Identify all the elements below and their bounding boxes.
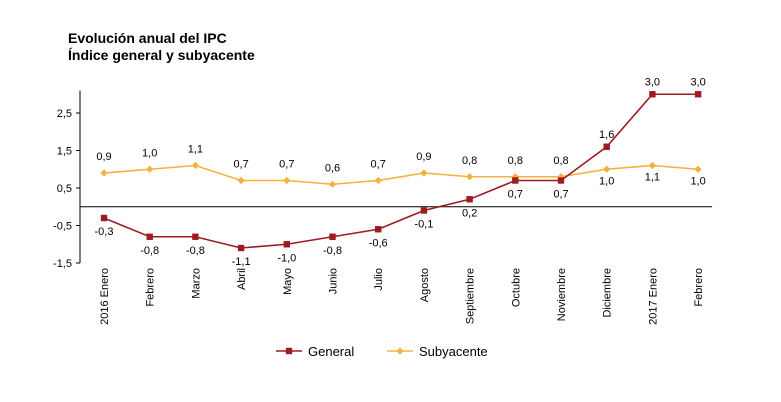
general-data-label: 3,0 — [690, 76, 705, 88]
general-data-label: -0,8 — [323, 245, 342, 257]
subyacente-data-label: 0,9 — [96, 151, 111, 163]
x-category-label: Agosto — [419, 268, 431, 302]
subyacente-data-label: 0,6 — [325, 162, 340, 174]
y-tick-label: 2,5 — [57, 108, 72, 120]
subyacente-line — [103, 164, 699, 186]
y-tick-label: -1,5 — [53, 258, 72, 270]
subyacente-point — [100, 169, 108, 177]
subyacente-data-label: 1,1 — [188, 144, 203, 156]
subyacente-data-label: 0,8 — [462, 155, 477, 167]
general-data-label: -0,1 — [414, 219, 433, 231]
subyacente-data-label: 0,8 — [508, 155, 523, 167]
x-category-label: Febrero — [145, 268, 157, 307]
y-tick-label: -0,5 — [53, 221, 72, 233]
general-point — [649, 91, 656, 98]
x-category-label: Noviembre — [556, 268, 568, 321]
general-data-label: 1,6 — [599, 129, 614, 141]
subyacente-point — [237, 176, 245, 185]
subyacente-point — [466, 173, 474, 181]
x-category-label: Octubre — [510, 268, 522, 307]
subyacente-data-label: 0,9 — [416, 151, 431, 163]
general-point — [512, 177, 519, 184]
chart-title: Evolución anual del IPC — [68, 30, 227, 46]
general-data-label: -0,8 — [186, 245, 205, 257]
general-point — [237, 244, 245, 252]
y-tick-label: 0,5 — [57, 183, 72, 195]
general-point — [603, 143, 610, 150]
subyacente-data-label: 0,7 — [371, 159, 386, 171]
x-category-label: Junio — [328, 268, 340, 294]
subyacente-point — [603, 165, 611, 173]
general-data-label: -1,1 — [232, 256, 251, 268]
general-point — [146, 233, 153, 240]
chart-subtitle: Índice general y subyacente — [68, 47, 255, 63]
general-line — [103, 93, 699, 249]
general-data-label: -0,6 — [369, 237, 388, 249]
legend-subyacente-marker — [396, 347, 404, 355]
subyacente-data-label: 1,0 — [690, 175, 705, 187]
general-point — [100, 214, 108, 222]
x-category-label: Abril — [236, 268, 248, 290]
legend-subyacente-label: Subyacente — [419, 344, 488, 359]
x-category-label: Diciembre — [602, 268, 614, 318]
general-point — [375, 226, 382, 233]
general-point — [283, 241, 290, 248]
subyacente-point — [420, 169, 428, 177]
legend-general-label: General — [308, 344, 354, 359]
subyacente-data-label: 0,7 — [233, 159, 248, 171]
general-data-label: 3,0 — [645, 76, 660, 88]
x-category-label: Marzo — [190, 268, 202, 299]
general-data-label: -0,3 — [95, 226, 114, 238]
subyacente-data-label: 1,0 — [599, 175, 614, 187]
general-point — [420, 207, 428, 214]
subyacente-point — [328, 180, 337, 188]
x-category-label: Julio — [373, 268, 385, 291]
subyacente-point — [283, 176, 291, 185]
subyacente-data-label: 1,0 — [142, 147, 157, 159]
x-category-label: Mayo — [282, 268, 294, 295]
general-data-label: 0,2 — [462, 207, 477, 219]
legend-general-marker — [285, 347, 293, 355]
general-point — [192, 233, 199, 240]
subyacente-data-label: 0,8 — [553, 155, 568, 167]
subyacente-point — [146, 165, 154, 173]
y-tick-label: 1,5 — [57, 146, 72, 158]
x-category-label: 2016 Enero — [99, 268, 111, 325]
x-category-label: 2017 Enero — [647, 268, 659, 325]
general-point — [329, 233, 336, 240]
subyacente-point — [374, 176, 382, 185]
subyacente-point — [694, 165, 702, 173]
subyacente-data-label: 1,1 — [645, 172, 660, 184]
general-data-label: -0,8 — [140, 245, 159, 257]
subyacente-point — [648, 161, 656, 170]
general-point — [694, 91, 702, 98]
general-point — [557, 177, 565, 184]
general-data-label: 0,7 — [553, 189, 568, 201]
subyacente-data-label: 0,7 — [279, 159, 294, 171]
x-category-label: Septiembre — [465, 268, 477, 324]
general-data-label: -1,0 — [277, 252, 296, 264]
subyacente-point — [191, 161, 199, 170]
general-point — [466, 196, 473, 203]
x-category-label: Febrero — [693, 268, 705, 307]
general-data-label: 0,7 — [508, 189, 523, 201]
